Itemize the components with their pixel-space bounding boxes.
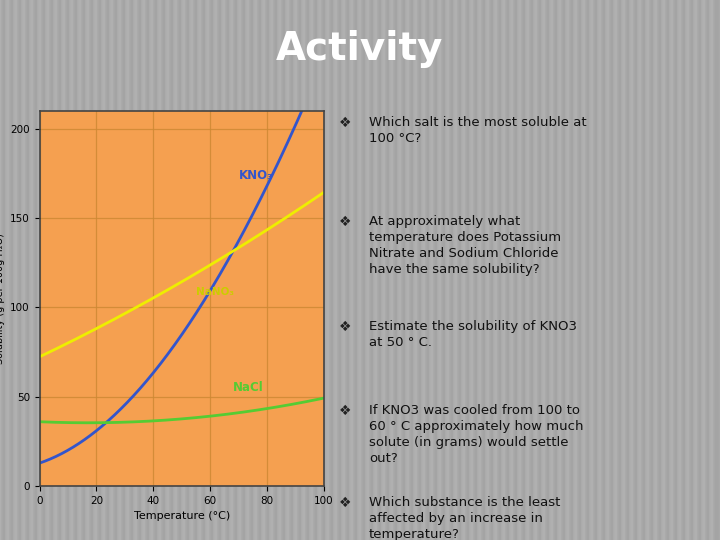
Text: NaNO₃: NaNO₃ [196, 287, 234, 297]
Text: ❖: ❖ [338, 404, 351, 418]
Text: At approximately what
temperature does Potassium
Nitrate and Sodium Chloride
hav: At approximately what temperature does P… [369, 214, 561, 275]
Text: ❖: ❖ [338, 496, 351, 510]
X-axis label: Temperature (°C): Temperature (°C) [134, 511, 230, 521]
Text: Which salt is the most soluble at
100 °C?: Which salt is the most soluble at 100 °C… [369, 116, 587, 145]
Text: ❖: ❖ [338, 116, 351, 130]
Text: ❖: ❖ [338, 214, 351, 228]
Text: ❖: ❖ [338, 320, 351, 334]
Text: NaCl: NaCl [233, 381, 264, 394]
Text: KNO₃: KNO₃ [238, 168, 273, 181]
Text: Activity: Activity [276, 30, 444, 68]
Text: Which substance is the least
affected by an increase in
temperature?: Which substance is the least affected by… [369, 496, 560, 540]
Text: Estimate the solubility of KNO3
at 50 ° C.: Estimate the solubility of KNO3 at 50 ° … [369, 320, 577, 349]
Text: If KNO3 was cooled from 100 to
60 ° C approximately how much
solute (in grams) w: If KNO3 was cooled from 100 to 60 ° C ap… [369, 404, 583, 465]
Y-axis label: Solubility (g per 100g H₂O): Solubility (g per 100g H₂O) [0, 233, 4, 364]
